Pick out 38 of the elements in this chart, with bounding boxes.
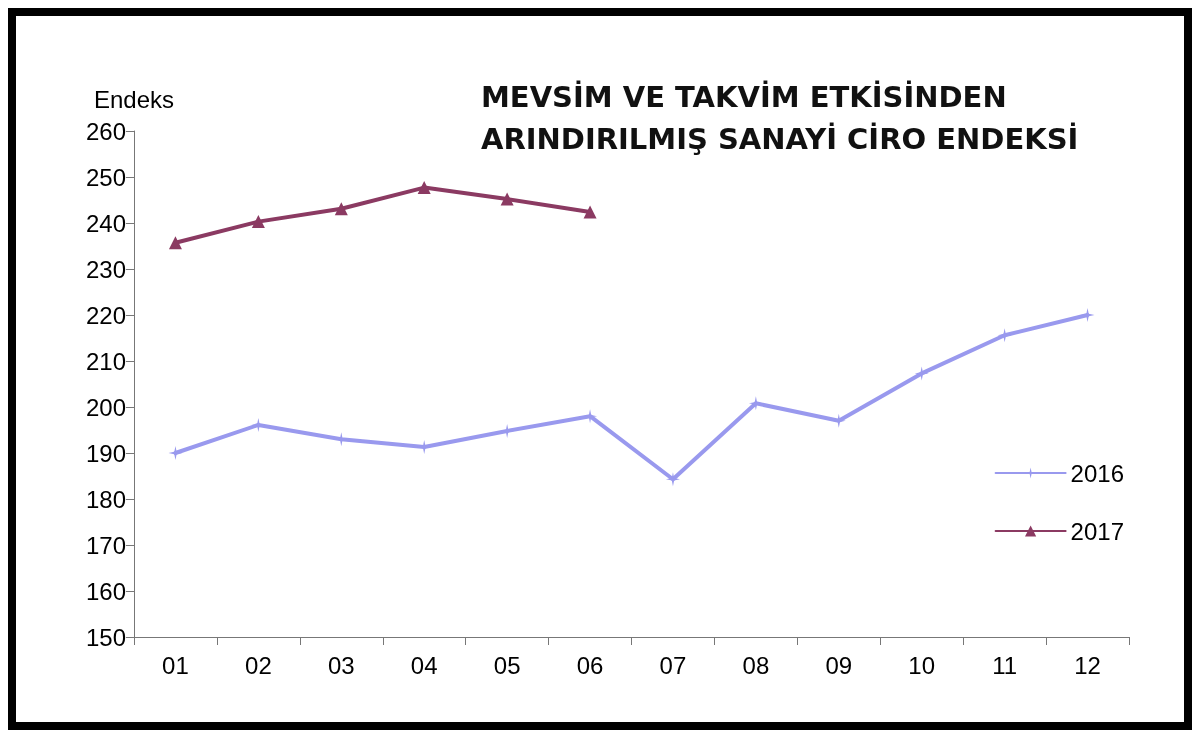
point	[1080, 308, 1095, 322]
point	[251, 215, 265, 229]
point	[665, 472, 680, 487]
x-tick-label: 10	[908, 651, 936, 679]
y-tick-label: 200	[85, 393, 126, 421]
x-tick-label: 12	[1074, 651, 1101, 679]
legend-label: 2016	[1070, 459, 1124, 487]
point	[914, 366, 929, 381]
point	[168, 446, 183, 460]
x-tick-label: 01	[162, 651, 189, 679]
y-tick-label: 250	[85, 163, 126, 191]
y-tick-label: 210	[85, 347, 126, 375]
y-tick-label: 230	[85, 255, 126, 283]
x-tick-label: 08	[742, 651, 770, 679]
y-tick-label: 220	[85, 301, 126, 329]
y-tick-label: 160	[85, 577, 126, 605]
point	[168, 236, 182, 250]
y-tick-label: 170	[85, 531, 126, 559]
y-tick-label: 240	[85, 209, 126, 237]
x-tick-label: 09	[825, 651, 853, 679]
legend-label: 2017	[1070, 517, 1124, 545]
y-tick-label: 190	[85, 439, 126, 467]
x-tick-label: 11	[992, 651, 1018, 679]
point	[334, 202, 348, 216]
y-axis-title: Endeks	[93, 85, 175, 113]
chart-title: MEVSİM VE TAKVİM ETKİSİNDEN ARINDIRILMIŞ SANAYİ CİRO ENDEKSİ	[481, 80, 1079, 156]
y-tick-label: 260	[85, 117, 126, 145]
x-tick-label: 04	[410, 651, 438, 679]
point	[417, 181, 431, 195]
x-tick-label: 02	[245, 651, 272, 679]
x-tick-label: 06	[576, 651, 604, 679]
x-tick-label: 05	[493, 651, 521, 679]
y-tick-label: 180	[85, 485, 126, 513]
point	[583, 205, 597, 219]
x-tick-label: 07	[659, 651, 687, 679]
point	[500, 192, 514, 206]
x-tick-label: 03	[327, 651, 355, 679]
y-tick-label: 150	[85, 623, 126, 651]
